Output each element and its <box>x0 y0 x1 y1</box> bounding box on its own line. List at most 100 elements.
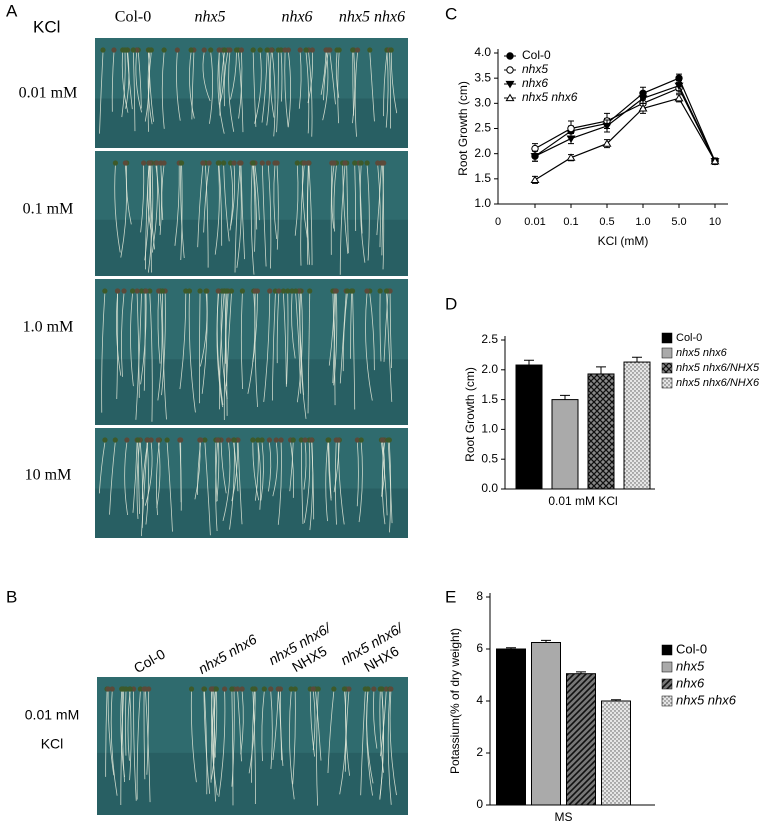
leaf <box>234 686 241 692</box>
root <box>179 292 187 390</box>
leaf <box>268 47 274 53</box>
photo-shade <box>95 359 408 425</box>
leaf <box>332 288 339 294</box>
x-tick-label: MS <box>555 810 573 824</box>
column-header: nhx5 <box>194 9 225 26</box>
root <box>140 292 147 385</box>
error-bar <box>596 366 606 374</box>
bar <box>587 373 615 490</box>
root <box>125 164 132 225</box>
root <box>155 164 160 226</box>
root <box>230 164 234 226</box>
root <box>231 690 235 787</box>
root <box>180 164 185 259</box>
root <box>342 292 348 372</box>
root <box>360 690 366 796</box>
root <box>354 164 357 231</box>
root <box>291 292 296 359</box>
leaf <box>323 47 329 53</box>
leaf <box>122 47 128 53</box>
leaf <box>186 288 193 294</box>
root <box>203 164 210 233</box>
root <box>315 690 322 761</box>
root <box>289 441 294 492</box>
root <box>261 164 267 267</box>
root <box>145 441 149 525</box>
legend-swatch <box>661 678 673 690</box>
legend-label: Col-0 <box>676 332 702 344</box>
legend-swatch <box>661 347 673 359</box>
leaf <box>276 288 282 294</box>
leaf <box>265 160 271 166</box>
root <box>107 690 115 776</box>
panel-label: C <box>445 4 457 23</box>
root <box>300 441 304 525</box>
root <box>387 690 392 805</box>
y-tick-label: 3.0 <box>474 96 491 110</box>
y-tick-label: 0.5 <box>481 451 498 465</box>
root <box>272 690 279 760</box>
root <box>269 51 275 118</box>
leaf <box>261 686 267 692</box>
root <box>284 51 289 127</box>
root <box>273 164 278 240</box>
leaf <box>364 160 370 166</box>
root <box>312 690 316 750</box>
leaf <box>383 686 389 692</box>
root <box>309 690 315 757</box>
root <box>199 292 201 404</box>
root <box>205 164 209 268</box>
root <box>126 51 133 110</box>
root <box>197 441 202 495</box>
x-axis-label: KCl (mM) <box>598 234 649 248</box>
root <box>135 51 143 113</box>
root <box>174 164 180 246</box>
root <box>303 441 307 490</box>
leaf <box>344 288 351 294</box>
leaf <box>375 160 381 166</box>
error-bar <box>524 359 534 366</box>
leaf <box>225 437 232 443</box>
root <box>252 51 257 127</box>
leaf <box>203 288 209 294</box>
root <box>236 164 242 268</box>
root <box>157 292 161 364</box>
point <box>566 135 576 143</box>
root <box>130 292 134 387</box>
leaf <box>238 160 244 166</box>
root <box>133 690 137 801</box>
legend-marker <box>506 52 514 60</box>
leaf <box>315 686 321 692</box>
leaf <box>201 47 207 53</box>
leaf <box>354 47 361 53</box>
leaf <box>350 47 356 53</box>
root <box>202 51 211 102</box>
leaf <box>268 686 274 692</box>
leaf <box>238 47 245 53</box>
leaf <box>388 47 394 53</box>
root <box>209 51 214 124</box>
root <box>129 690 132 781</box>
root <box>277 441 282 525</box>
leaf <box>257 47 263 53</box>
root <box>240 292 244 390</box>
x-tick-label: 0.1 <box>563 216 578 228</box>
root <box>308 51 313 137</box>
root <box>219 292 225 410</box>
root <box>316 690 319 806</box>
root <box>132 441 138 513</box>
leaf <box>228 288 235 294</box>
root <box>251 690 255 783</box>
root <box>379 292 382 362</box>
root <box>127 690 131 761</box>
leaf <box>350 288 356 294</box>
root <box>330 164 333 255</box>
root <box>333 164 337 232</box>
leaf <box>148 47 154 53</box>
leaf <box>379 437 386 443</box>
root <box>389 51 392 129</box>
root <box>276 51 279 133</box>
y-axis-label: Root Growth (cm) <box>463 367 477 462</box>
x-tick-label: 0.01 mM KCl <box>548 494 617 508</box>
root <box>254 164 260 221</box>
